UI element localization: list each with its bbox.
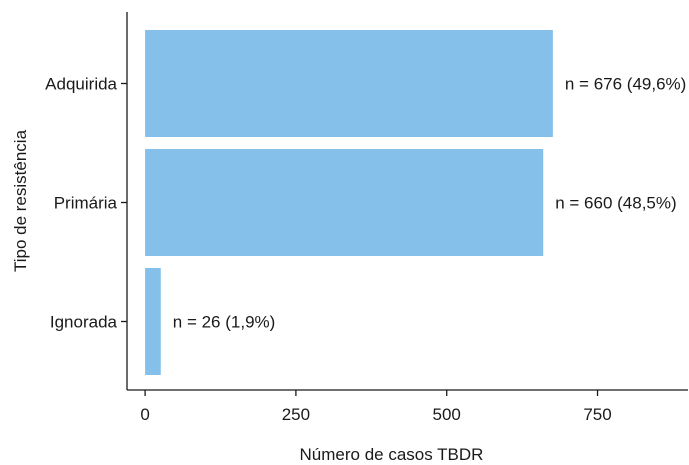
bar-1 — [145, 149, 544, 256]
data-label-2: n = 26 (1,9%) — [173, 313, 276, 332]
category-label-2: Ignorada — [50, 313, 118, 332]
x-tick-label-2: 500 — [433, 405, 461, 424]
x-axis-title: Número de casos TBDR — [300, 445, 484, 464]
x-tick-label-1: 250 — [282, 405, 310, 424]
x-tick-label-0: 0 — [140, 405, 149, 424]
y-axis: Adquirida Primária Ignorada — [45, 12, 128, 390]
data-label-0: n = 676 (49,6%) — [565, 75, 686, 94]
category-label-1: Primária — [54, 194, 118, 213]
y-axis-title: Tipo de resistência — [11, 129, 30, 272]
x-tick-label-3: 750 — [583, 405, 611, 424]
data-labels-group: n = 676 (49,6%) n = 660 (48,5%) n = 26 (1,… — [173, 75, 687, 332]
data-label-1: n = 660 (48,5%) — [555, 194, 676, 213]
bar-2 — [145, 268, 161, 375]
bar-0 — [145, 30, 553, 137]
bars-group — [145, 30, 553, 375]
x-axis: 0 250 500 750 — [127, 389, 688, 424]
category-label-0: Adquirida — [45, 75, 117, 94]
